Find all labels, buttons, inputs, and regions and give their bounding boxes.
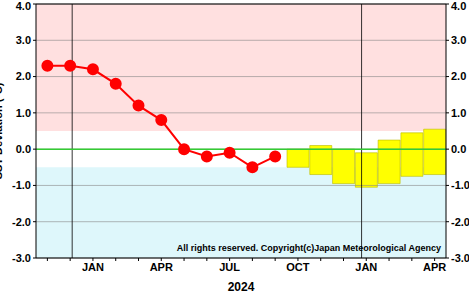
- svg-text:-2.0: -2.0: [12, 216, 31, 228]
- html-text:All rights reserved. Copyright: All rights reserved. Copyright(c)Japan M…: [176, 243, 441, 253]
- svg-text:0.0: 0.0: [451, 143, 466, 155]
- svg-text:1.0: 1.0: [16, 107, 31, 119]
- svg-text:APR: APR: [423, 261, 446, 273]
- svg-text:3.0: 3.0: [16, 34, 31, 46]
- svg-text:-3.0: -3.0: [451, 252, 469, 264]
- svg-text:-1.0: -1.0: [451, 179, 469, 191]
- svg-text:JUL: JUL: [219, 261, 240, 273]
- svg-text:JAN: JAN: [82, 261, 104, 273]
- svg-text:APR: APR: [150, 261, 173, 273]
- svg-text:1.0: 1.0: [451, 107, 466, 119]
- svg-text:JAN: JAN: [355, 261, 377, 273]
- svg-text:SST Deviation (°C): SST Deviation (°C): [0, 82, 4, 179]
- svg-text:-1.0: -1.0: [12, 179, 31, 191]
- svg-text:2.0: 2.0: [451, 70, 466, 82]
- svg-text:-3.0: -3.0: [12, 252, 31, 264]
- svg-text:2.0: 2.0: [16, 70, 31, 82]
- svg-text:3.0: 3.0: [451, 34, 466, 46]
- svg-text:4.0: 4.0: [16, 0, 31, 12]
- svg-text:2024: 2024: [228, 280, 255, 291]
- svg-text:OCT: OCT: [286, 261, 310, 273]
- svg-text:4.0: 4.0: [451, 0, 466, 12]
- svg-text:-2.0: -2.0: [451, 216, 469, 228]
- svg-text:0.0: 0.0: [16, 143, 31, 155]
